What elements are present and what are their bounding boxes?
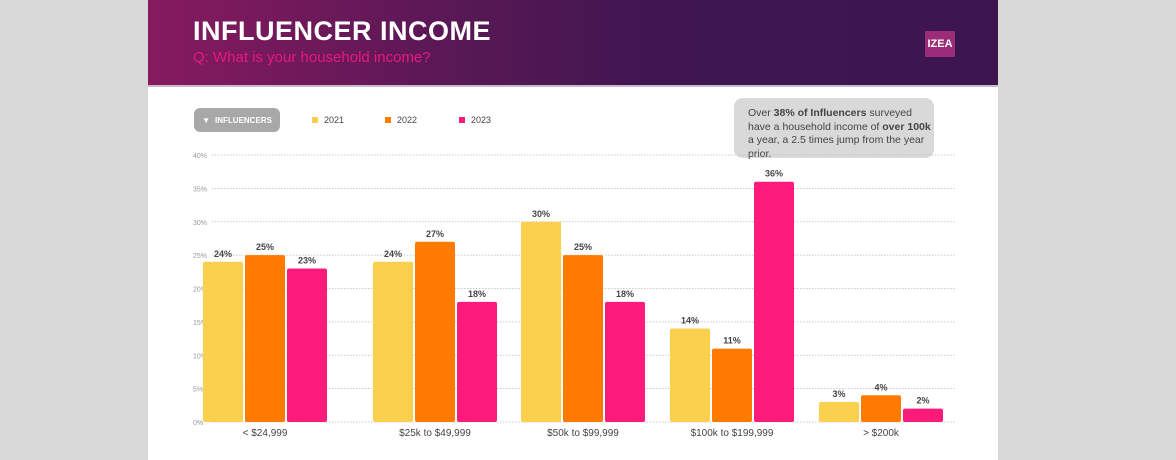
legend-label: 2021 [324,115,345,125]
y-tick-label: 40% [193,153,207,160]
bar-2023 [457,301,497,422]
x-tick-label: $100k to $199,999 [691,428,774,439]
data-label: 11% [723,336,741,346]
filter-label: INFLUENCERS [215,115,272,125]
data-label: 4% [874,382,887,392]
legend-swatch [312,117,318,123]
data-label: 25% [574,242,592,252]
bar-2021 [203,261,243,422]
y-tick-label: 10% [193,353,207,360]
header: INFLUENCER INCOME Q: What is your househ… [148,0,998,87]
data-label: 14% [681,316,699,326]
bar-2022 [563,255,603,422]
note-text: a year, a 2.5 times jump from the year p… [748,134,925,160]
legend-item-2021: 2021 [312,115,344,125]
y-tick-label: 15% [193,320,207,327]
y-tick-label: 30% [193,220,207,227]
note-bold: 38% of Influencers [773,107,867,119]
legend-item-2022: 2022 [385,115,417,125]
data-label: 2% [916,396,929,406]
y-tick-label: 0% [193,420,203,427]
y-tick-label: 5% [193,387,203,394]
filter-icon: ▼ [202,115,211,125]
bar-2021 [521,221,561,422]
bar-2023 [287,268,327,422]
data-label: 24% [384,249,402,259]
legend-item-2023: 2023 [459,115,491,125]
note-text: Over [748,107,774,119]
data-label: 23% [298,255,316,265]
x-tick-label: > $200k [863,428,900,439]
bar-2023 [754,181,794,422]
influencers-filter-button[interactable]: ▼ INFLUENCERS [194,108,280,132]
y-tick-label: 25% [193,253,207,260]
legend-swatch [385,117,391,123]
bar-2023 [903,408,943,422]
data-label: 30% [532,209,550,219]
page-subtitle: Q: What is your household income? [193,49,431,66]
data-label: 18% [468,289,486,299]
data-label: 25% [256,242,274,252]
x-tick-label: < $24,999 [243,428,288,439]
y-tick-label: 20% [193,287,207,294]
bar-2022 [861,395,901,422]
y-tick-label: 35% [193,186,207,193]
x-tick-label: $50k to $99,999 [547,428,619,439]
page-title: INFLUENCER INCOME [193,16,491,46]
legend-label: 2022 [397,115,418,125]
callout-note: Over 38% of Influencers surveyed have a … [734,98,934,160]
data-label: 24% [214,249,232,259]
note-bold: over 100k [882,120,931,133]
izea-logo: IZEA [925,31,955,57]
data-label: 18% [616,289,634,299]
bar-2023 [605,301,645,422]
x-tick-label: $25k to $49,999 [399,428,471,439]
note-text: surveyed have a household income of [748,107,912,133]
data-label: 27% [426,229,444,239]
bar-2021 [670,328,710,422]
data-label: 3% [832,389,845,399]
legend-label: 2023 [471,115,492,125]
bar-2021 [819,401,859,422]
bar-2022 [245,255,285,422]
bar-2022 [415,241,455,422]
bar-2021 [373,261,413,422]
bar-2022 [712,348,752,422]
legend-swatch [459,117,465,123]
data-label: 36% [765,169,783,179]
